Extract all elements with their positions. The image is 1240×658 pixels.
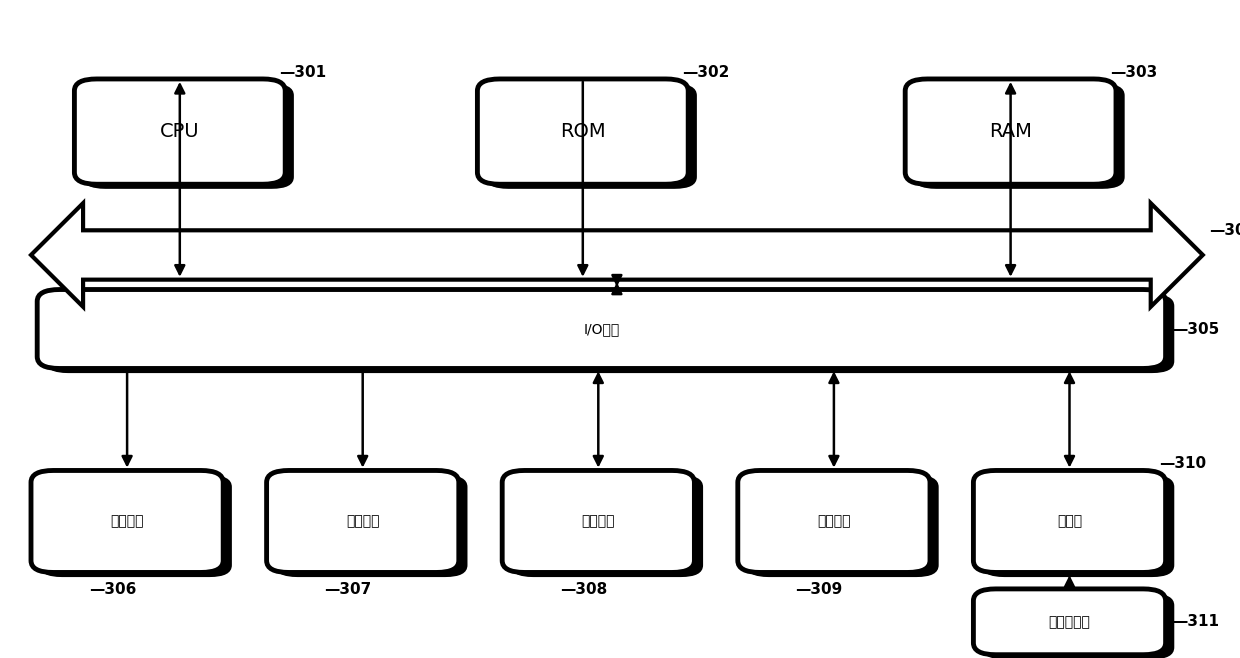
Text: I/O接口: I/O接口: [583, 322, 620, 336]
Text: —302: —302: [682, 65, 729, 80]
Text: —308: —308: [560, 582, 608, 597]
FancyBboxPatch shape: [502, 470, 694, 572]
FancyBboxPatch shape: [83, 84, 294, 189]
Text: —306: —306: [89, 582, 136, 597]
Text: 通信部分: 通信部分: [817, 515, 851, 528]
Text: 可拆卸介质: 可拆卸介质: [1049, 615, 1090, 629]
Text: —305: —305: [1172, 322, 1219, 336]
Text: 输入部分: 输入部分: [110, 515, 144, 528]
FancyBboxPatch shape: [511, 475, 703, 577]
Text: —304: —304: [1209, 223, 1240, 238]
FancyBboxPatch shape: [746, 475, 939, 577]
FancyBboxPatch shape: [37, 290, 1166, 368]
Text: CPU: CPU: [160, 122, 200, 141]
Polygon shape: [31, 203, 1203, 307]
Text: —307: —307: [325, 582, 372, 597]
Text: 输出部分: 输出部分: [346, 515, 379, 528]
Text: RAM: RAM: [990, 122, 1032, 141]
FancyBboxPatch shape: [738, 470, 930, 572]
Text: 驱动器: 驱动器: [1056, 515, 1083, 528]
FancyBboxPatch shape: [267, 470, 459, 572]
FancyBboxPatch shape: [914, 84, 1125, 189]
FancyBboxPatch shape: [31, 470, 223, 572]
Text: —301: —301: [279, 65, 326, 80]
FancyBboxPatch shape: [982, 475, 1174, 577]
Text: ROM: ROM: [560, 122, 605, 141]
FancyBboxPatch shape: [486, 84, 697, 189]
FancyBboxPatch shape: [973, 589, 1166, 655]
Text: 存储部分: 存储部分: [582, 515, 615, 528]
FancyBboxPatch shape: [40, 475, 232, 577]
FancyBboxPatch shape: [46, 294, 1174, 373]
Text: —310: —310: [1159, 457, 1207, 471]
FancyBboxPatch shape: [982, 594, 1174, 658]
FancyBboxPatch shape: [905, 79, 1116, 184]
Text: —303: —303: [1110, 65, 1157, 80]
FancyBboxPatch shape: [477, 79, 688, 184]
Text: —309: —309: [796, 582, 843, 597]
FancyBboxPatch shape: [74, 79, 285, 184]
FancyBboxPatch shape: [973, 470, 1166, 572]
Text: —311: —311: [1172, 615, 1219, 629]
FancyBboxPatch shape: [275, 475, 467, 577]
